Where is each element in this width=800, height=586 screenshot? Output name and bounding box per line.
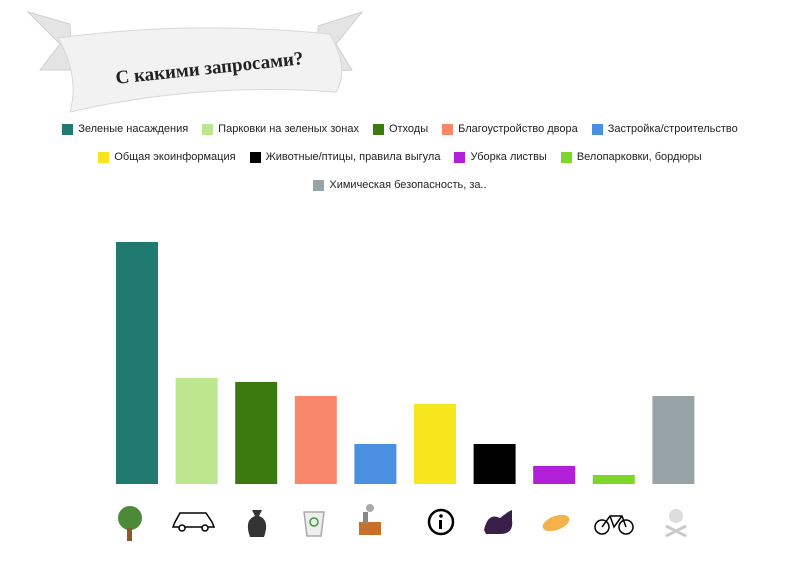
legend-swatch <box>591 123 603 135</box>
bar <box>473 444 516 484</box>
category-icons <box>118 504 687 541</box>
bar <box>652 396 695 484</box>
bar <box>354 444 397 484</box>
legend-label: Велопарковки, бордюры <box>576 151 702 163</box>
legend-swatch <box>313 179 325 191</box>
legend-label: Уборка листвы <box>470 151 547 163</box>
legend-item: Благоустройство двора <box>442 122 578 136</box>
bar <box>533 466 576 484</box>
legend-label: Зеленые насаждения <box>78 123 189 135</box>
legend-swatch <box>98 151 110 163</box>
legend-item: Отходы <box>372 122 429 136</box>
legend-label: Отходы <box>388 123 429 135</box>
legend: Зеленые насаждения Парковки на зеленых зо… <box>45 122 755 192</box>
title-banner: С какими запросами? <box>26 10 364 113</box>
legend-swatch <box>202 123 214 135</box>
bar <box>294 396 337 484</box>
legend-swatch <box>249 151 261 163</box>
legend-swatch <box>62 123 74 135</box>
legend-swatch <box>454 151 466 163</box>
legend-label: Парковки на зеленых зонах <box>218 123 359 135</box>
legend-label: Животные/птицы, правила выгула <box>265 151 441 163</box>
legend-item: Велопарковки, бордюры <box>560 150 702 164</box>
legend-item: Парковки на зеленых зонах <box>202 122 359 136</box>
legend-item: Общая экоинформация <box>98 150 236 164</box>
legend-item: Зеленые насаждения <box>62 122 188 136</box>
bar <box>116 242 158 484</box>
bar <box>175 378 218 484</box>
legend-label: Благоустройство двора <box>458 123 578 135</box>
bar <box>414 404 456 484</box>
legend-swatch <box>372 123 384 135</box>
legend-label: Химическая безопасность, за.. <box>329 179 487 191</box>
legend-swatch <box>560 151 572 163</box>
bar <box>235 382 278 484</box>
legend-item: Животные/птицы, правила выгула <box>249 150 441 164</box>
legend-label: Застройка/строительство <box>607 123 738 135</box>
legend-item: Уборка листвы <box>454 150 547 164</box>
legend-item: Химическая безопасность, за.. <box>313 178 487 192</box>
bar <box>592 475 635 484</box>
legend-label: Общая экоинформация <box>114 151 236 163</box>
legend-item: Застройка/строительство <box>591 122 738 136</box>
legend-swatch <box>442 123 454 135</box>
